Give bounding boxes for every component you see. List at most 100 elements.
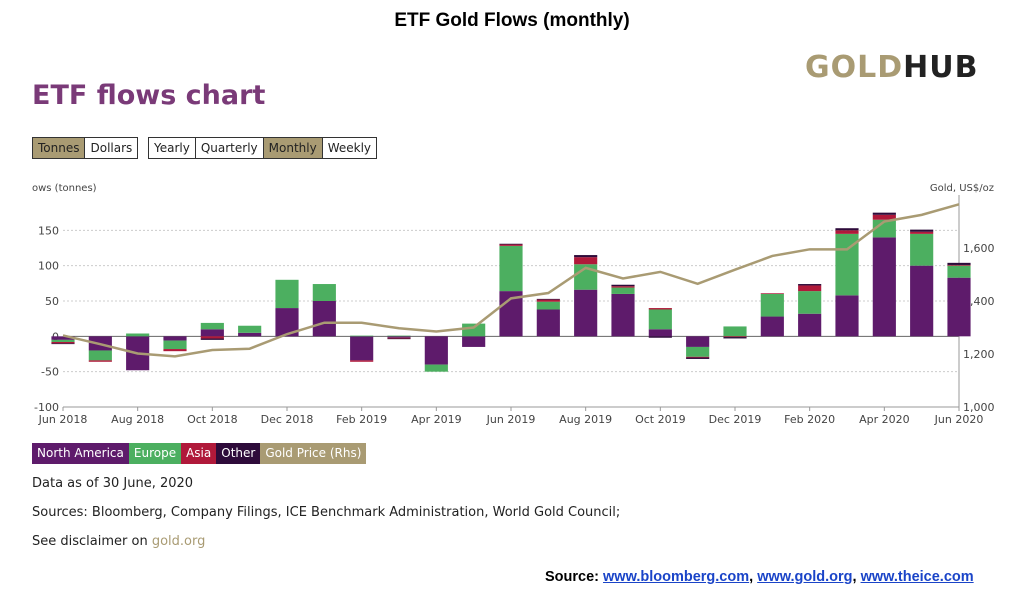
legend-north-america[interactable]: North America [32, 443, 129, 464]
bar-asia [723, 336, 747, 338]
gold-org-link[interactable]: gold.org [151, 534, 206, 549]
y-axis-title: ows (tonnes) [32, 183, 97, 194]
source-line: Source: www.bloomberg.com, www.gold.org,… [545, 569, 974, 585]
bar-asia [648, 308, 672, 310]
bar-europe [88, 350, 112, 361]
bar-other [499, 243, 523, 245]
bar-north-america [760, 316, 784, 337]
y-tick-label: 150 [38, 224, 59, 237]
bar-north-america [51, 336, 75, 340]
bar-north-america [387, 336, 411, 338]
bar-europe [910, 233, 934, 266]
bar-other [798, 284, 822, 286]
x-tick-label: Aug 2019 [559, 413, 612, 426]
weekly-button[interactable]: Weekly [322, 137, 377, 159]
y2-axis-title: Gold, US$/oz [929, 183, 994, 194]
quarterly-button[interactable]: Quarterly [195, 137, 264, 159]
goldhub-logo[interactable]: GOLDHUB [805, 50, 979, 85]
chart-heading: ETF flows chart [32, 80, 266, 111]
bar-europe [238, 325, 262, 333]
bar-other [723, 337, 747, 339]
bar-other [910, 229, 934, 232]
bar-north-america [910, 265, 934, 337]
bar-europe [723, 326, 747, 337]
bar-other [648, 336, 672, 338]
bar-asia [910, 231, 934, 234]
y-tick-label: 100 [38, 260, 59, 273]
bloomberg-link[interactable]: www.bloomberg.com [603, 569, 750, 585]
legend-other[interactable]: Other [216, 443, 261, 464]
x-tick-label: Oct 2018 [187, 413, 238, 426]
bar-other [536, 298, 560, 300]
y2-tick-label: 1,000 [963, 401, 995, 414]
slide-title: ETF Gold Flows (monthly) [394, 10, 630, 31]
x-tick-label: Jun 2018 [38, 413, 88, 426]
bar-europe [536, 301, 560, 310]
bar-europe [947, 265, 971, 278]
bar-asia [798, 285, 822, 292]
data-as-of-note: Data as of 30 June, 2020 [32, 476, 194, 491]
x-tick-label: Apr 2019 [411, 413, 462, 426]
bar-asia [872, 214, 896, 220]
disclaimer-text: See disclaimer on [32, 534, 152, 549]
bar-north-america [275, 308, 299, 337]
bar-north-america [238, 332, 262, 337]
bar-asia [611, 286, 635, 288]
bar-europe [760, 293, 784, 317]
legend-europe[interactable]: Europe [128, 443, 182, 464]
bar-north-america [424, 336, 448, 365]
legend-gold-price[interactable]: Gold Price (Rhs) [260, 443, 367, 464]
bar-europe [51, 339, 75, 342]
bar-europe [611, 287, 635, 294]
bar-north-america [872, 237, 896, 337]
disclaimer-note: See disclaimer on gold.org [32, 534, 205, 549]
bar-asia [350, 360, 374, 362]
bar-other [51, 343, 75, 345]
bar-north-america [163, 336, 187, 341]
bar-europe [798, 291, 822, 314]
bar-asia [88, 360, 112, 362]
bar-north-america [798, 313, 822, 337]
gold-price-line [62, 203, 960, 358]
x-tick-label: Aug 2018 [111, 413, 164, 426]
monthly-button[interactable]: Monthly [263, 137, 323, 159]
y-tick-label: 50 [45, 295, 59, 308]
bar-europe [872, 219, 896, 238]
dollars-button[interactable]: Dollars [85, 137, 139, 159]
x-tick-label: Apr 2020 [859, 413, 910, 426]
y2-tick-label: 1,200 [963, 348, 995, 361]
sources-note: Sources: Bloomberg, Company Filings, ICE… [32, 505, 621, 520]
logo-hub: HUB [903, 50, 979, 85]
bar-north-america [947, 277, 971, 337]
source-label: Source: [545, 569, 599, 585]
unit-toggle: Tonnes Dollars [32, 137, 139, 159]
bar-europe [200, 322, 224, 330]
bar-other [686, 357, 710, 359]
bar-europe [387, 335, 411, 337]
bar-europe [163, 340, 187, 350]
etf-flows-chart: -100-500501001501,0001,2001,4001,600Jun … [34, 195, 995, 426]
bar-other [835, 228, 859, 231]
theice-link[interactable]: www.theice.com [860, 569, 974, 585]
yearly-button[interactable]: Yearly [148, 137, 196, 159]
bar-asia [536, 299, 560, 302]
x-tick-label: Jun 2019 [486, 413, 536, 426]
y-tick-label: -100 [34, 401, 59, 414]
bar-north-america [350, 336, 374, 361]
y2-tick-label: 1,400 [963, 295, 995, 308]
bar-europe [424, 364, 448, 372]
x-tick-label: Oct 2019 [635, 413, 686, 426]
bar-north-america [648, 329, 672, 337]
tonnes-button[interactable]: Tonnes [32, 137, 86, 159]
bar-asia [499, 244, 523, 246]
bar-other [387, 338, 411, 340]
gold-org-source-link[interactable]: www.gold.org [757, 569, 853, 585]
x-tick-label: Dec 2018 [261, 413, 314, 426]
bar-asia [947, 264, 971, 266]
y-tick-label: -50 [41, 366, 59, 379]
x-tick-label: Jun 2020 [934, 413, 984, 426]
legend-asia[interactable]: Asia [181, 443, 217, 464]
bar-asia [200, 336, 224, 339]
bar-asia [760, 293, 784, 294]
bar-europe [686, 346, 710, 357]
